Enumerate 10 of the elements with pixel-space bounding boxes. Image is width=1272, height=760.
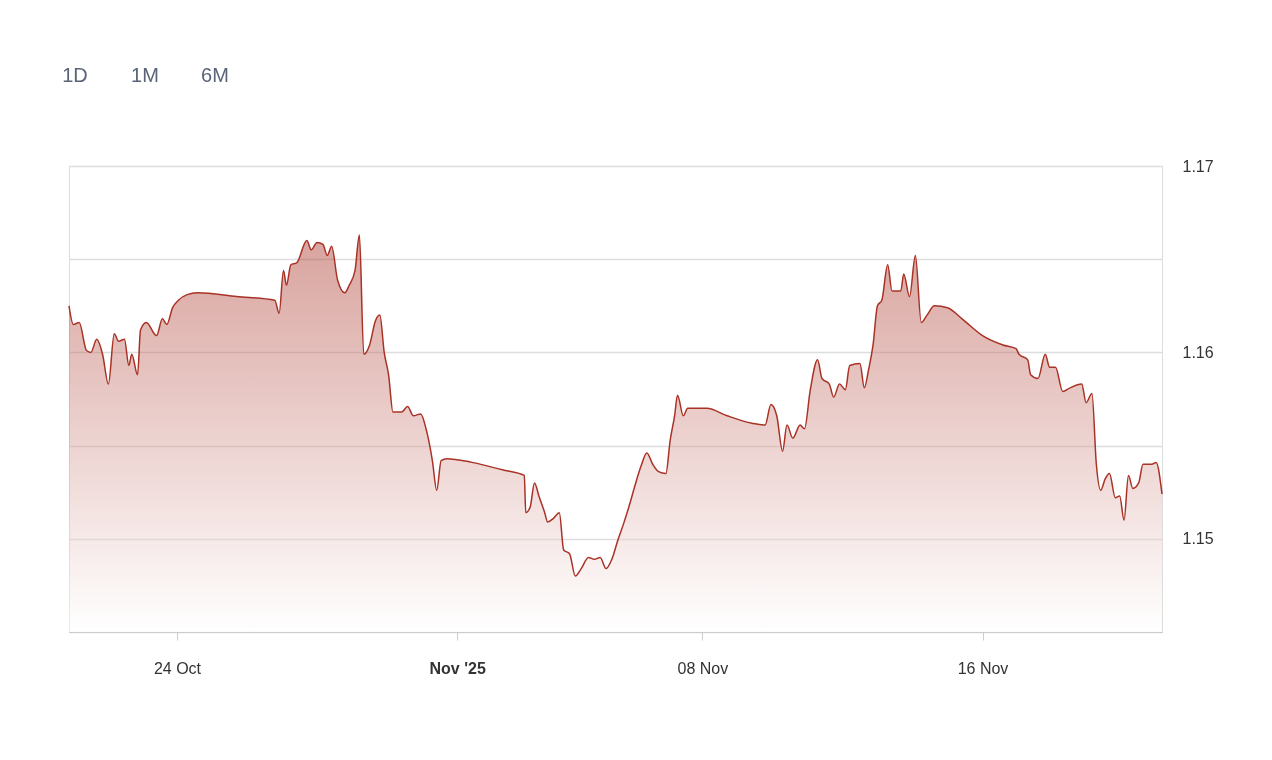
y-tick-label: 1.15 (1182, 530, 1214, 548)
y-tick-label: 1.16 (1182, 343, 1214, 361)
text: 1D (62, 64, 88, 86)
x-tick-label: 24 Oct (153, 659, 202, 677)
text: 6M (201, 64, 229, 86)
x-tick-label: Nov '25 (429, 659, 486, 677)
y-tick-label: 1.17 (1182, 157, 1214, 175)
text: 1M (131, 64, 159, 86)
x-tick-label: 08 Nov (677, 659, 729, 677)
x-tick-label: 16 Nov (957, 659, 1009, 677)
